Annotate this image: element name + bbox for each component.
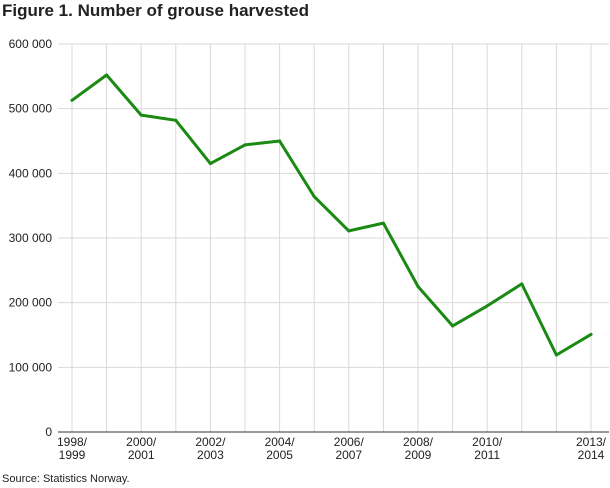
- horizontal-gridlines: [58, 43, 609, 368]
- data-point: [312, 195, 316, 199]
- x-tick-label: 2013/2014: [576, 435, 607, 462]
- y-tick-label: 500 000: [9, 102, 53, 116]
- data-point: [174, 118, 178, 122]
- x-tick-label: 1998/1999: [57, 435, 88, 462]
- y-tick-label: 600 000: [9, 37, 53, 51]
- data-point: [278, 139, 282, 143]
- y-tick-label: 100 000: [9, 360, 53, 374]
- chart-title: Figure 1. Number of grouse harvested: [2, 1, 310, 20]
- data-point: [139, 113, 143, 117]
- y-tick-label: 0: [45, 425, 52, 439]
- data-point: [589, 332, 593, 336]
- x-tick-label: 2004/2005: [265, 435, 296, 462]
- grouse-line-chart: 0 100 000 200 000 300 000 400 000 500 000 600 …: [9, 37, 609, 462]
- x-tick-label: 2002/2003: [195, 435, 226, 462]
- data-point: [554, 353, 558, 357]
- y-tick-label: 300 000: [9, 231, 53, 245]
- data-point: [347, 229, 351, 233]
- y-tick-label: 400 000: [9, 166, 53, 180]
- source-note: Source: Statistics Norway.: [2, 473, 130, 485]
- data-point: [208, 162, 212, 166]
- series-line-grouse-harvested: [70, 73, 593, 357]
- x-tick-label: 2000/2001: [126, 435, 157, 462]
- y-tick-label: 200 000: [9, 296, 53, 310]
- x-tick-label: 2010/2011: [472, 435, 503, 462]
- x-axis-tick-labels: 1998/1999 2000/2001 2002/2003 2004/2005 2006…: [57, 435, 607, 462]
- x-tick-label: 2006/2007: [334, 435, 365, 462]
- data-point: [70, 98, 74, 102]
- data-point: [243, 143, 247, 147]
- series-lines: [70, 73, 593, 357]
- data-point: [416, 285, 420, 288]
- y-axis-tick-labels: 0 100 000 200 000 300 000 400 000 500 000 600 …: [9, 37, 53, 439]
- data-point: [105, 73, 109, 77]
- data-point: [451, 324, 455, 328]
- data-point: [381, 221, 385, 225]
- x-tick-label: 2008/2009: [403, 435, 434, 462]
- data-point: [485, 304, 489, 308]
- data-point: [520, 282, 524, 286]
